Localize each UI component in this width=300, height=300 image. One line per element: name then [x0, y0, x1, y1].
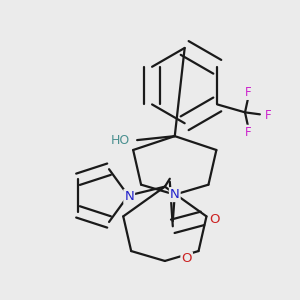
Text: O: O [182, 253, 192, 266]
Text: N: N [124, 190, 134, 203]
Text: HO: HO [111, 134, 130, 147]
Text: F: F [245, 126, 251, 139]
Text: F: F [245, 86, 251, 99]
Text: N: N [170, 188, 180, 201]
Text: F: F [265, 109, 271, 122]
Text: O: O [209, 213, 220, 226]
